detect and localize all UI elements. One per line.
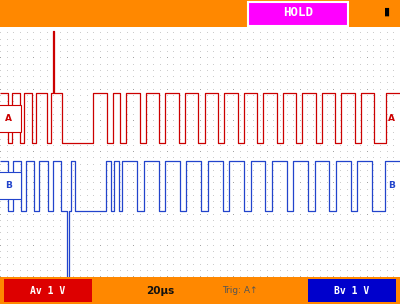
Text: Bv 1 V: Bv 1 V [334, 285, 370, 295]
Text: 20μs: 20μs [146, 285, 174, 295]
Text: Av 1 V: Av 1 V [30, 285, 66, 295]
FancyBboxPatch shape [248, 2, 348, 26]
FancyBboxPatch shape [308, 279, 396, 302]
Text: ▮: ▮ [384, 7, 390, 17]
Text: HOLD: HOLD [283, 6, 313, 19]
Text: Trig: A↑: Trig: A↑ [222, 286, 258, 295]
Text: B: B [388, 181, 395, 190]
Text: A: A [388, 114, 395, 123]
Text: B: B [5, 181, 12, 190]
FancyBboxPatch shape [4, 279, 92, 302]
Text: A: A [5, 114, 12, 123]
